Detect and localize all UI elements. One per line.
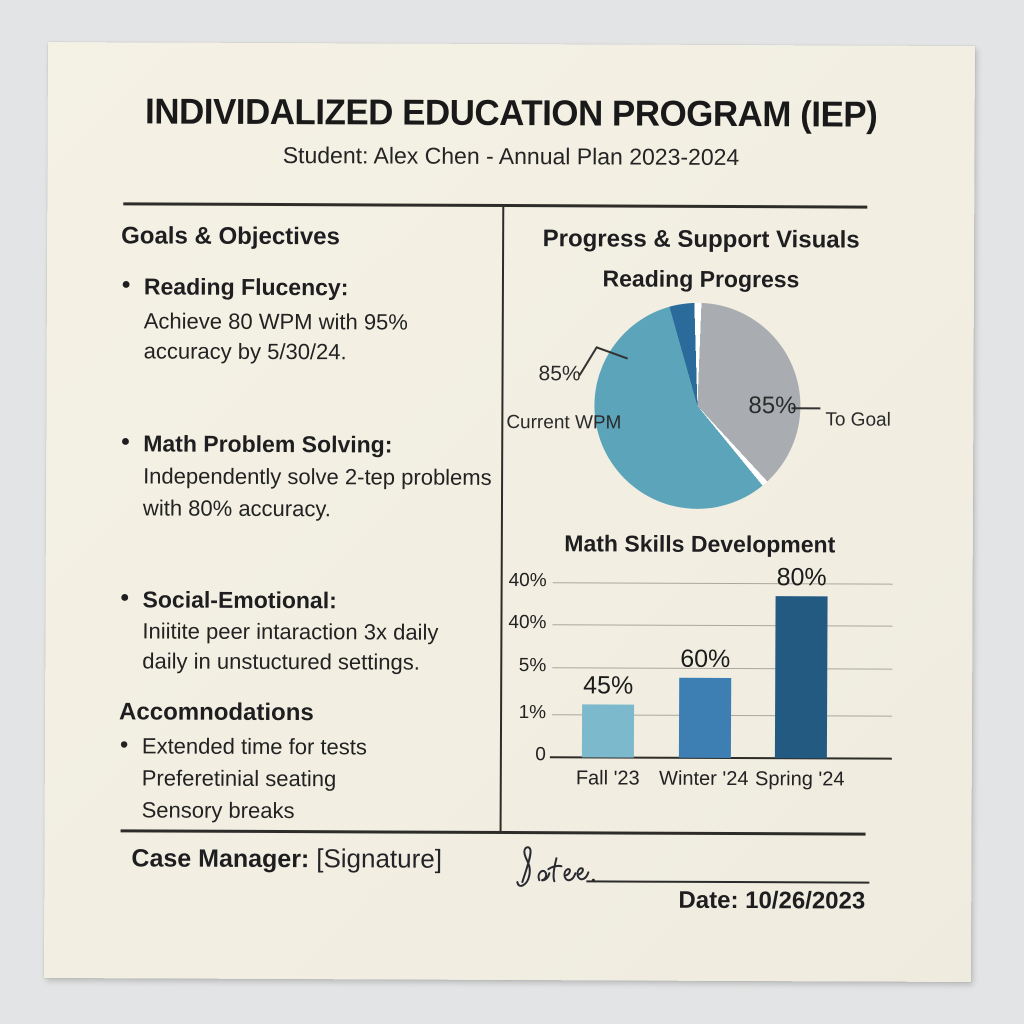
accommodation-item: Sensory breaks	[141, 797, 295, 824]
x-category-label: Spring '24	[755, 768, 845, 791]
pie-label-goal-value: 85%	[748, 392, 797, 420]
date-text: Date: 10/26/2023	[678, 886, 866, 915]
case-manager-label: Case Manager:	[131, 844, 310, 874]
header-divider-rule	[123, 202, 868, 209]
page-title: INDIVIDALIZED EDUCATION PROGRAM (IEP)	[145, 90, 878, 135]
goal-reading-label: Reading Flucency:	[144, 273, 349, 301]
footer-divider-rule	[120, 829, 866, 836]
pie-chart-title: Reading Progress	[602, 265, 800, 293]
math-skills-bar-chart: 40% 40% 5% 1% 0 45% 60% 80% Fall '23 Win…	[504, 563, 895, 790]
goal-social-text: Iniitite peer intaraction 3x daily	[142, 618, 439, 645]
goal-reading-text: Achieve 80 WPM with 95%	[143, 308, 408, 335]
accommodations-heading: Accomnodations	[119, 698, 314, 727]
goal-reading-text: accuracy by 5/30/24.	[143, 338, 347, 365]
gridline	[552, 624, 893, 627]
student-subtitle: Student: Alex Chen - Annual Plan 2023-20…	[282, 142, 740, 171]
x-category-label: Fall '23	[575, 767, 640, 790]
y-tick-label: 5%	[518, 655, 547, 677]
signature-placeholder: [Signature]	[316, 843, 443, 874]
pie-label-current-wpm: Current WPM	[506, 412, 622, 434]
y-tick-label: 40%	[508, 570, 547, 592]
bar-rect-spring	[774, 596, 828, 759]
goal-social-text: daily in unstuctured settings.	[142, 648, 420, 675]
bar-rect-fall	[581, 704, 635, 758]
bar-value-label: 80%	[776, 563, 827, 592]
signature-line	[586, 880, 870, 884]
goal-social-label: Social-Emotional:	[143, 586, 337, 614]
bar-value-label: 45%	[583, 671, 634, 700]
case-manager-line: Case Manager: [Signature]	[131, 842, 442, 874]
bar-chart-title: Math Skills Development	[564, 530, 836, 558]
goal-math-text: with 80% accuracy.	[142, 495, 331, 522]
signature-scribble	[516, 846, 595, 887]
y-tick-label: 40%	[508, 612, 547, 634]
reading-progress-pie-chart: 85% Current WPM 85% To Goal	[505, 292, 896, 562]
goal-math-label: Math Problem Solving:	[143, 430, 392, 458]
pie-callout-leader-lines	[578, 346, 821, 410]
bar-value-label: 60%	[680, 644, 731, 673]
x-category-label: Winter '24	[659, 767, 749, 791]
goal-math-text: Independently solve 2-tep problems	[143, 463, 492, 490]
goals-heading: Goals & Objectives	[121, 222, 340, 251]
bar-rect-winter	[678, 677, 732, 758]
y-tick-label: 0	[535, 744, 546, 766]
iep-document: INDIVIDALIZED EDUCATION PROGRAM (IEP) St…	[43, 42, 975, 983]
progress-heading: Progress & Support Visuals	[542, 225, 860, 254]
accommodation-item: Preferetinial seating	[141, 765, 337, 792]
pie-label-current-value: 85%	[538, 362, 581, 386]
pie-label-to-goal: To Goal	[825, 409, 891, 431]
accommodation-item: Extended time for tests	[142, 733, 367, 760]
y-tick-label: 1%	[518, 702, 547, 724]
